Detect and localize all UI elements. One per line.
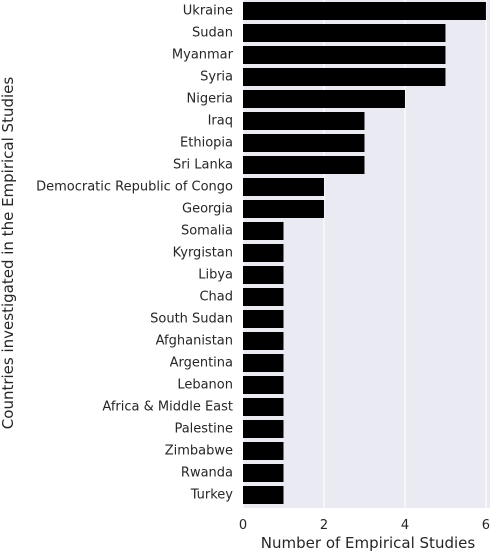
bar [243,112,365,130]
x-tick-label: 4 [401,518,409,533]
y-tick-label: Turkey [190,488,234,503]
y-tick-label: Rwanda [181,466,233,481]
y-tick-label: Georgia [182,202,233,217]
bar [243,134,365,152]
bar [243,486,284,504]
y-tick-label: Democratic Republic of Congo [36,180,233,195]
y-tick-label: Sudan [192,26,233,41]
y-axis-title: Countries investigated in the Empirical … [0,77,17,430]
y-tick-label: Argentina [170,356,233,371]
bar [243,200,324,218]
y-tick-label: Kyrgistan [173,246,233,261]
y-tick-label: South Sudan [150,312,233,327]
bar [243,420,284,438]
y-tick-labels: Ukraine Sudan Myanmar Syria Nigeria Iraq Ethio… [36,4,234,503]
bar [243,332,284,350]
y-tick-label: Afghanistan [156,334,233,349]
y-tick-label: Ukraine [183,4,233,19]
y-tick-label: Nigeria [186,92,233,107]
bar [243,376,284,394]
bar [243,244,284,262]
y-tick-label: Africa & Middle East [102,400,233,415]
y-tick-label: Iraq [208,114,233,129]
y-tick-label: Sri Lanka [173,158,233,173]
bar [243,68,446,86]
bar [243,178,324,196]
bar [243,310,284,328]
bars [243,2,486,504]
bar [243,398,284,416]
x-tick-label: 6 [482,518,490,533]
y-tick-label: Somalia [181,224,233,239]
y-tick-label: Myanmar [172,48,234,63]
y-tick-label: Ethiopia [180,136,233,151]
bar [243,464,284,482]
bar [243,24,446,42]
bar [243,442,284,460]
bar [243,354,284,372]
bar [243,222,284,240]
y-tick-label: Palestine [174,422,233,437]
y-tick-label: Chad [199,290,233,305]
x-tick-labels: 0 2 4 6 [239,518,490,533]
bar [243,266,284,284]
y-tick-label: Lebanon [177,378,233,393]
bar [243,90,405,108]
x-axis-title: Number of Empirical Studies [261,534,476,552]
y-tick-label: Syria [200,70,233,85]
y-tick-label: Zimbabwe [165,444,233,459]
bar [243,2,486,20]
x-tick-label: 0 [239,518,247,533]
bar [243,156,365,174]
bar [243,288,284,306]
bar [243,46,446,64]
x-tick-label: 2 [320,518,328,533]
y-tick-label: Libya [198,268,233,283]
